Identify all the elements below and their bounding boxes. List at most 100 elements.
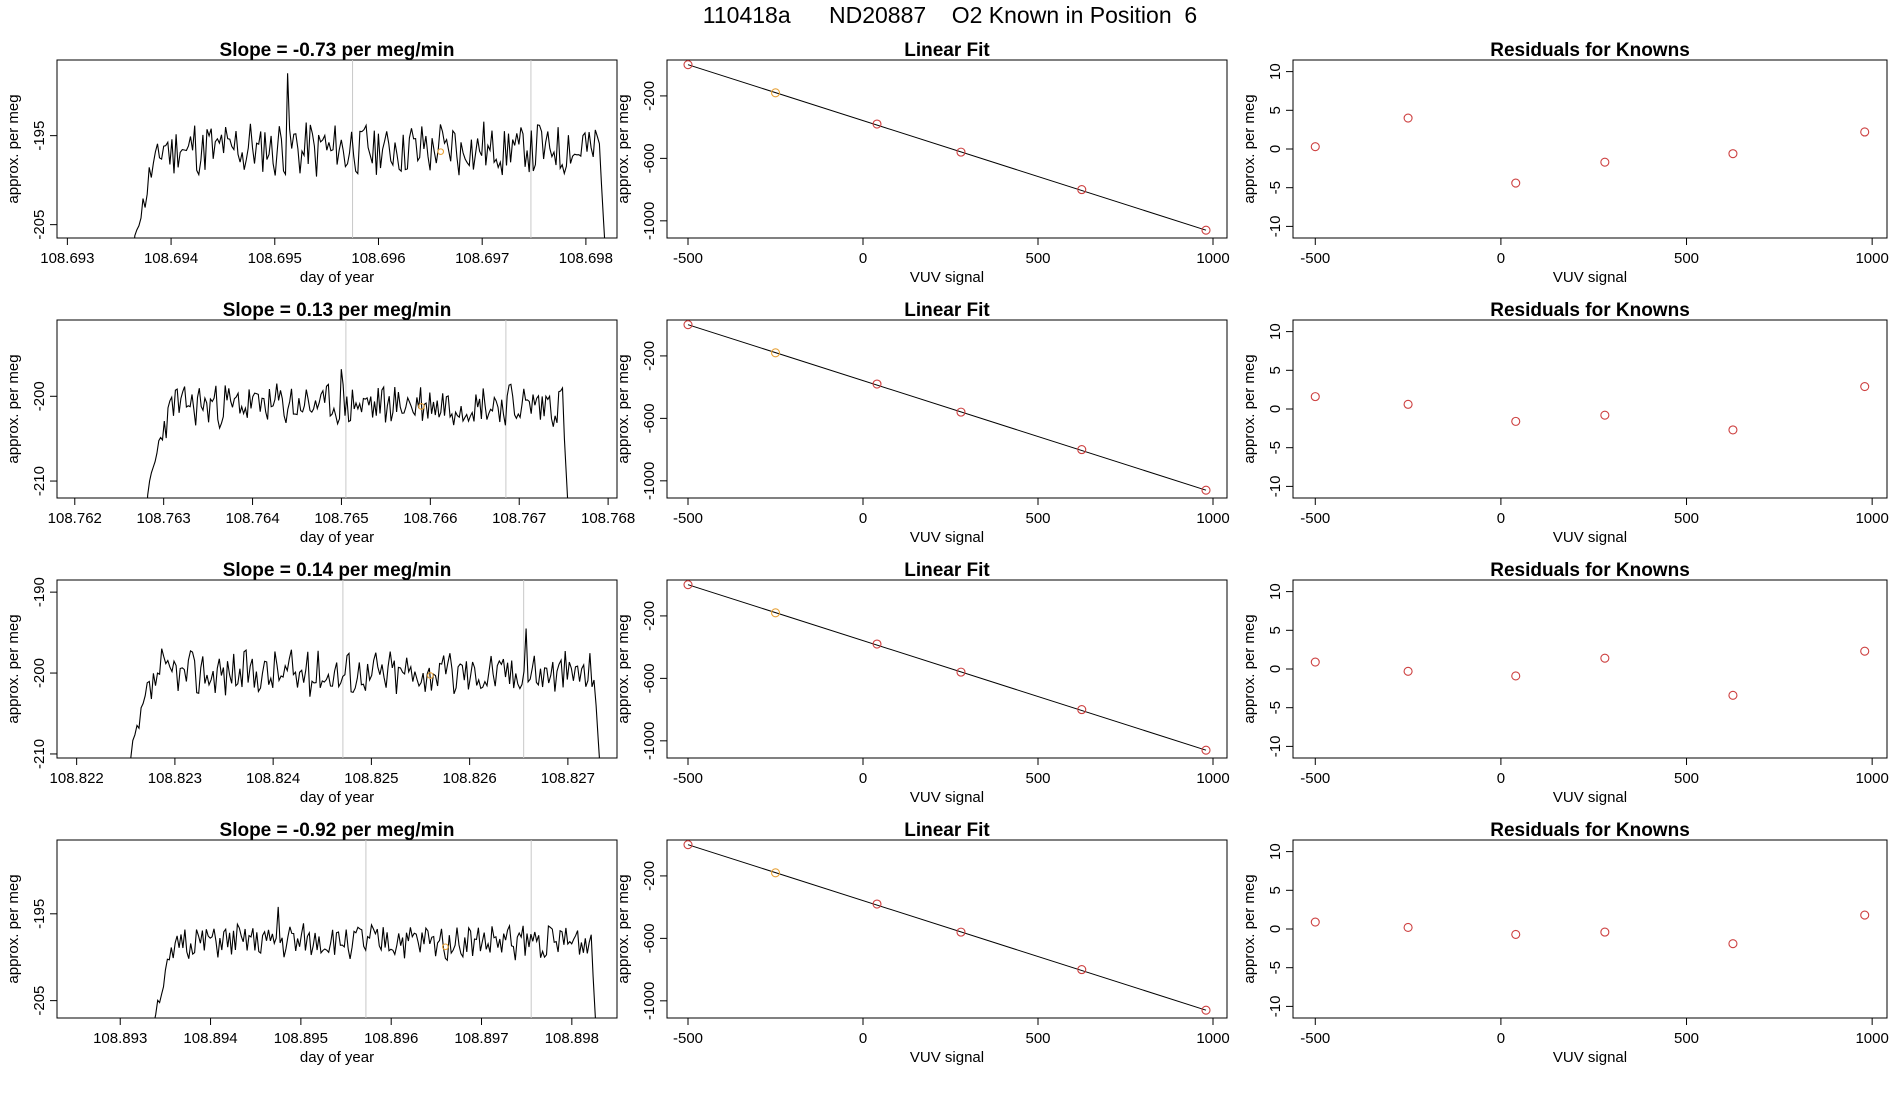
residuals-r3-ytick-label: 0 xyxy=(1267,665,1284,673)
residuals-r4-xtick-label: 0 xyxy=(1497,1030,1505,1047)
fit-r4-ylabel: approx. per meg xyxy=(615,874,632,983)
residuals-r3-xtick-label: 1000 xyxy=(1855,770,1888,787)
residuals-r1-ytick-label: 10 xyxy=(1267,63,1284,80)
residuals-r4-ylabel: approx. per meg xyxy=(1241,874,1258,983)
fit-r4-xlabel: VUV signal xyxy=(910,1049,984,1066)
fit-r4-xtick-label: 1000 xyxy=(1196,1030,1229,1047)
residuals-r3-xlabel: VUV signal xyxy=(1553,789,1627,806)
timeseries-r1-ytick-label: -195 xyxy=(31,121,48,151)
residuals-r3-ylabel: approx. per meg xyxy=(1241,614,1258,723)
fit-r2-data-point xyxy=(956,407,966,417)
residuals-r2-residual-point xyxy=(1600,410,1610,420)
timeseries-r3-xtick-label: 108.824 xyxy=(246,770,300,787)
timeseries-r4-marker xyxy=(442,943,449,951)
residuals-r1-ytick-label: 0 xyxy=(1267,145,1284,153)
fit-r2-title: Linear Fit xyxy=(904,300,990,321)
fit-r3-xtick-label: 0 xyxy=(859,770,867,787)
fit-r3-data-point xyxy=(872,639,882,649)
timeseries-r1-ytick-label: -205 xyxy=(31,210,48,240)
residuals-r2-residual-point xyxy=(1403,399,1413,409)
fit-r3-xlabel: VUV signal xyxy=(910,789,984,806)
residuals-r3-xtick-label: 500 xyxy=(1674,770,1699,787)
residuals-r3-ytick-label: -5 xyxy=(1267,701,1284,714)
residuals-r1-ytick-label: 5 xyxy=(1267,106,1284,114)
timeseries-r2-xtick-label: 108.762 xyxy=(48,510,102,527)
residuals-r1-residual-point xyxy=(1728,149,1738,159)
timeseries-r1-trace xyxy=(134,73,606,238)
residuals-r1-residual-point xyxy=(1403,113,1413,123)
timeseries-r4-ylabel: approx. per meg xyxy=(5,874,22,983)
residuals-r4-xtick-label: 500 xyxy=(1674,1030,1699,1047)
residuals-r3-residual-point xyxy=(1860,646,1870,656)
fit-r1-data-point xyxy=(683,60,693,70)
fit-r2-xtick-label: -500 xyxy=(673,510,703,527)
residuals-r4-xlabel: VUV signal xyxy=(1553,1049,1627,1066)
timeseries-r2-xtick-label: 108.765 xyxy=(314,510,368,527)
timeseries-r3-ytick-label: -200 xyxy=(31,658,48,688)
timeseries-r3-xlabel: day of year xyxy=(300,789,374,806)
fit-r3-data-point xyxy=(1201,745,1211,755)
residuals-r4-residual-point xyxy=(1511,929,1521,939)
fit-r1-ytick-label: -200 xyxy=(641,81,658,111)
fit-r4-ytick-label: -200 xyxy=(641,861,658,891)
fit-r1-data-point xyxy=(956,147,966,157)
fit-r3-title: Linear Fit xyxy=(904,560,990,581)
fit-r4-title: Linear Fit xyxy=(904,820,990,841)
timeseries-r4-xtick-label: 108.897 xyxy=(454,1030,508,1047)
residuals-r4-ytick-label: -10 xyxy=(1267,996,1284,1018)
timeseries-r3-trace xyxy=(130,628,600,758)
fit-r2-ytick-label: -1000 xyxy=(641,462,658,500)
residuals-r4-title: Residuals for Knowns xyxy=(1490,820,1690,841)
residuals-r1-residual-point xyxy=(1860,127,1870,137)
residuals-r1-frame xyxy=(1292,59,1888,239)
residuals-r1-residual-point xyxy=(1511,178,1521,188)
fit-r4-frame xyxy=(666,839,1228,1019)
fit-r2-fit-line xyxy=(687,324,1207,491)
residuals-r2-xtick-label: 0 xyxy=(1497,510,1505,527)
residuals-r2-residual-point xyxy=(1511,416,1521,426)
timeseries-r1-frame xyxy=(56,59,618,239)
residuals-r4-ytick-label: 5 xyxy=(1267,886,1284,894)
fit-r3-fit-line xyxy=(687,584,1207,751)
residuals-r2-title: Residuals for Knowns xyxy=(1490,300,1690,321)
timeseries-r1-xlabel: day of year xyxy=(300,269,374,286)
fit-r1-xtick-label: 500 xyxy=(1025,250,1050,267)
fit-r1-xlabel: VUV signal xyxy=(910,269,984,286)
residuals-r2-residual-point xyxy=(1860,382,1870,392)
timeseries-r3-xtick-label: 108.825 xyxy=(344,770,398,787)
residuals-r1-residual-point xyxy=(1310,142,1320,152)
fit-r3-data-point xyxy=(1077,705,1087,715)
timeseries-r4-xtick-label: 108.896 xyxy=(364,1030,418,1047)
residuals-r2-xtick-label: 1000 xyxy=(1855,510,1888,527)
residuals-r4-residual-point xyxy=(1600,927,1610,937)
residuals-r1-xtick-label: 1000 xyxy=(1855,250,1888,267)
timeseries-r2-xtick-label: 108.768 xyxy=(581,510,635,527)
timeseries-r1-xtick-label: 108.693 xyxy=(40,250,94,267)
fit-r3-data-point xyxy=(770,608,781,618)
timeseries-r4-xtick-label: 108.898 xyxy=(545,1030,599,1047)
fit-r2-ytick-label: -200 xyxy=(641,341,658,371)
residuals-r4-residual-point xyxy=(1860,910,1870,920)
fit-r4-data-point xyxy=(1201,1005,1211,1015)
residuals-r1-ytick-label: -10 xyxy=(1267,216,1284,238)
fit-r3-ytick-label: -1000 xyxy=(641,722,658,760)
residuals-r3-residual-point xyxy=(1310,657,1320,667)
residuals-r3-xtick-label: 0 xyxy=(1497,770,1505,787)
timeseries-r1-marker xyxy=(437,148,445,156)
residuals-r2-residual-point xyxy=(1728,425,1738,435)
fit-r1-ylabel: approx. per meg xyxy=(615,94,632,203)
timeseries-r4-ytick-label: -195 xyxy=(31,899,48,929)
fit-r4-xtick-label: 0 xyxy=(859,1030,867,1047)
fit-r3-xtick-label: 1000 xyxy=(1196,770,1229,787)
timeseries-r4-xtick-label: 108.894 xyxy=(183,1030,237,1047)
timeseries-r1-xtick-label: 108.697 xyxy=(455,250,509,267)
fit-r2-xlabel: VUV signal xyxy=(910,529,984,546)
residuals-r1-xtick-label: 500 xyxy=(1674,250,1699,267)
timeseries-r2-xtick-label: 108.763 xyxy=(137,510,191,527)
timeseries-r4-xtick-label: 108.895 xyxy=(274,1030,328,1047)
fit-r1-xtick-label: -500 xyxy=(673,250,703,267)
fit-r1-data-point xyxy=(872,119,882,129)
residuals-r1-ytick-label: -5 xyxy=(1267,181,1284,194)
fit-r3-data-point xyxy=(956,667,966,677)
fit-r1-title: Linear Fit xyxy=(904,40,990,61)
